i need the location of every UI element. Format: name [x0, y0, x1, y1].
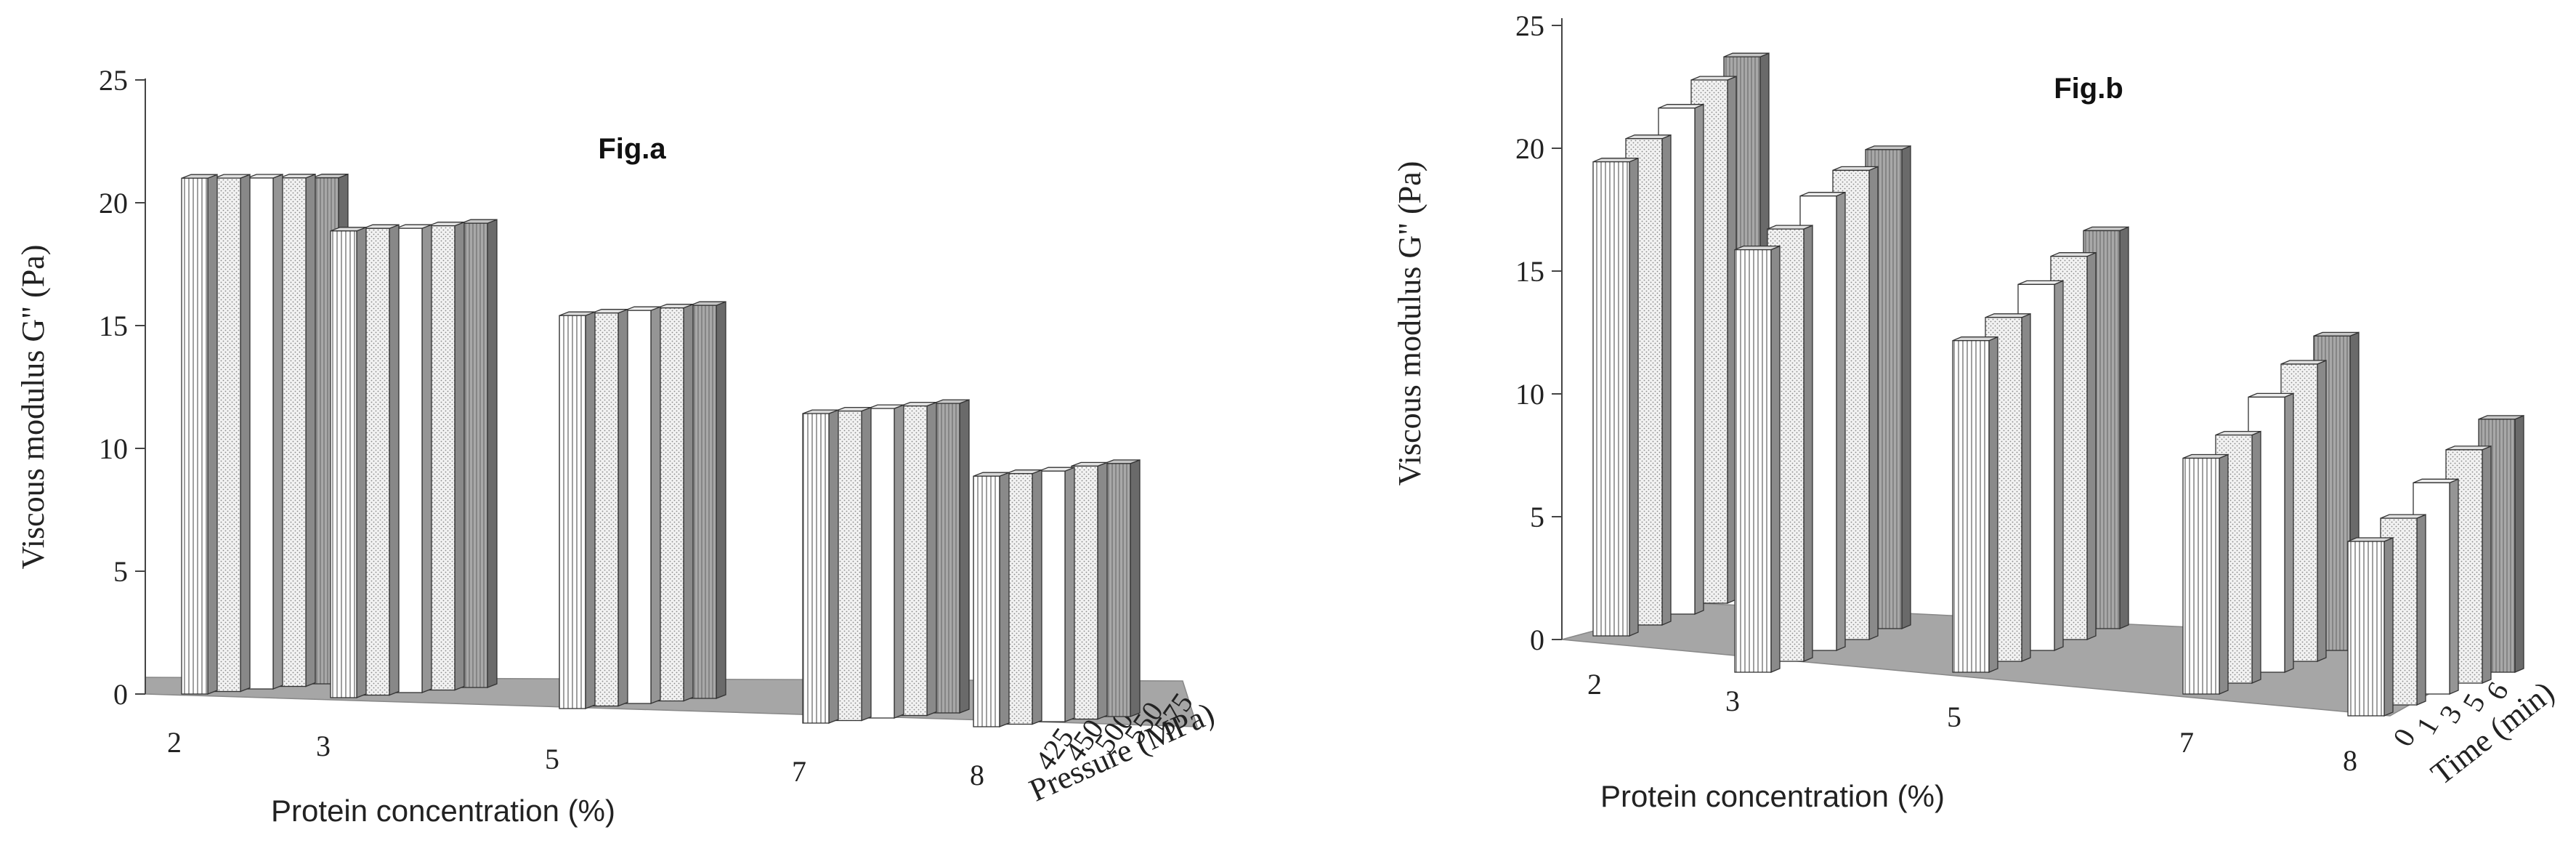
- chart-a-x-tick-label: 8: [970, 759, 984, 791]
- chart-a-bar: [933, 399, 970, 714]
- chart-b-x-tick-label: 3: [1725, 685, 1740, 717]
- chart-b-bar: [2347, 537, 2394, 717]
- chart-a-y-tick-label: 25: [99, 64, 128, 97]
- chart-b-y-tick-label: 10: [1515, 378, 1544, 411]
- chart-a-bar: [330, 226, 367, 698]
- chart-a-bar: [246, 174, 283, 690]
- chart-a-y-tick-label: 5: [113, 555, 128, 588]
- chart-b-x-axis-label: Protein concentration (%): [1600, 779, 1945, 813]
- chart-b-x-tick-label: 2: [1587, 668, 1602, 701]
- chart-a-bar: [973, 472, 1010, 727]
- chart-a-x-tick-label: 7: [792, 755, 806, 788]
- chart-b-y-tick-label: 20: [1515, 132, 1544, 165]
- chart-b-y-axis-label: Viscous modulus G" (Pa): [1392, 161, 1427, 486]
- chart-a-x-axis-label: Protein concentration (%): [271, 794, 615, 828]
- chart-a-bar: [657, 303, 694, 702]
- chart-a-bar: [867, 404, 904, 719]
- chart-b-x-tick-label: 7: [2179, 726, 2194, 759]
- chart-a-bar: [214, 174, 251, 693]
- chart-b-y-tick-label: 0: [1530, 624, 1544, 656]
- chart-a-bar: [591, 308, 628, 707]
- chart-a-bar: [689, 301, 726, 699]
- chart-b-bar: [2380, 514, 2426, 706]
- chart-a-x-tick-label: 5: [545, 743, 559, 775]
- chart-a-bar: [900, 401, 937, 717]
- chart-b-y-tick-label: 5: [1530, 501, 1544, 533]
- chart-a-y-tick-label: 20: [99, 187, 128, 219]
- chart-b-bar: [1799, 191, 1846, 651]
- chart-b-title: Fig.b: [2054, 73, 2123, 105]
- chart-a-bar: [428, 221, 465, 691]
- chart-a-x-tick-label: 2: [167, 726, 182, 759]
- chart-a-bar: [802, 409, 839, 724]
- chart-a-bar: [279, 173, 316, 687]
- chart-a-bar: [559, 311, 596, 709]
- chart-b-bar: [1592, 157, 1639, 637]
- chart-a-bar: [1038, 467, 1075, 722]
- chart-a-bar: [362, 224, 400, 696]
- chart-b-bar: [1952, 336, 1998, 673]
- chart-a-bar: [624, 306, 661, 704]
- chart-a-title: Fig.a: [598, 133, 666, 165]
- chart-a-bar: [461, 219, 498, 688]
- chart-b-bar: [2182, 453, 2229, 695]
- chart-a-y-axis-label: Viscous modulus G" (Pa): [15, 245, 51, 570]
- chart-a-bar: [835, 406, 872, 722]
- chart-b-x-tick-label: 5: [1947, 701, 1961, 733]
- chart-a-y-tick-label: 10: [99, 432, 128, 465]
- chart-a-y-tick-label: 0: [113, 678, 128, 711]
- chart-b-y-tick-label: 15: [1515, 255, 1544, 288]
- chart-a-bar: [1071, 461, 1108, 720]
- chart-a-bar: [181, 174, 218, 695]
- chart-a-bar: [1103, 459, 1141, 717]
- chart-a-bar: [1005, 469, 1042, 725]
- chart-a-x-tick-label: 3: [316, 730, 331, 762]
- chart-b-bar: [1734, 245, 1781, 673]
- chart-a-y-tick-label: 15: [99, 310, 128, 342]
- chart-b-y-tick-label: 25: [1515, 9, 1544, 42]
- chart-b-x-tick-label: 8: [2343, 744, 2357, 777]
- chart-a-bar: [395, 224, 432, 693]
